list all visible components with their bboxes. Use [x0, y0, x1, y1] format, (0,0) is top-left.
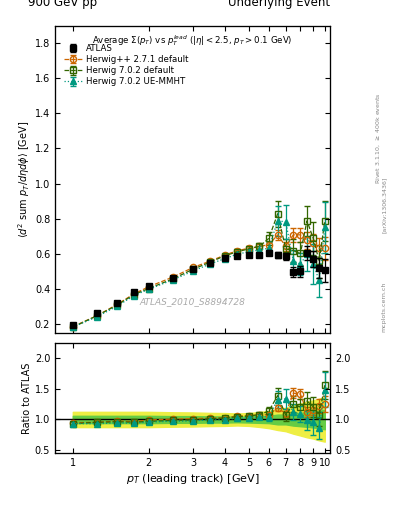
Text: [arXiv:1306.3436]: [arXiv:1306.3436]: [382, 177, 387, 233]
Text: 900 GeV pp: 900 GeV pp: [28, 0, 97, 9]
Text: Average $\Sigma(p_T)$ vs $p_T^{lead}$ ($|\eta| < 2.5$, $p_T > 0.1$ GeV): Average $\Sigma(p_T)$ vs $p_T^{lead}$ ($…: [92, 33, 293, 48]
Y-axis label: $\langle d^2$ sum $p_T/d\eta d\phi\rangle$ [GeV]: $\langle d^2$ sum $p_T/d\eta d\phi\rangl…: [16, 120, 32, 238]
Text: mcplots.cern.ch: mcplots.cern.ch: [382, 282, 387, 332]
Legend: ATLAS, Herwig++ 2.7.1 default, Herwig 7.0.2 default, Herwig 7.0.2 UE-MMHT: ATLAS, Herwig++ 2.7.1 default, Herwig 7.…: [62, 42, 191, 88]
Y-axis label: Ratio to ATLAS: Ratio to ATLAS: [22, 362, 32, 434]
Text: ATLAS_2010_S8894728: ATLAS_2010_S8894728: [140, 297, 246, 307]
X-axis label: $p_T$ (leading track) [GeV]: $p_T$ (leading track) [GeV]: [126, 472, 259, 486]
Text: Underlying Event: Underlying Event: [228, 0, 330, 9]
Text: Rivet 3.1.10, $\geq$ 400k events: Rivet 3.1.10, $\geq$ 400k events: [374, 92, 382, 184]
